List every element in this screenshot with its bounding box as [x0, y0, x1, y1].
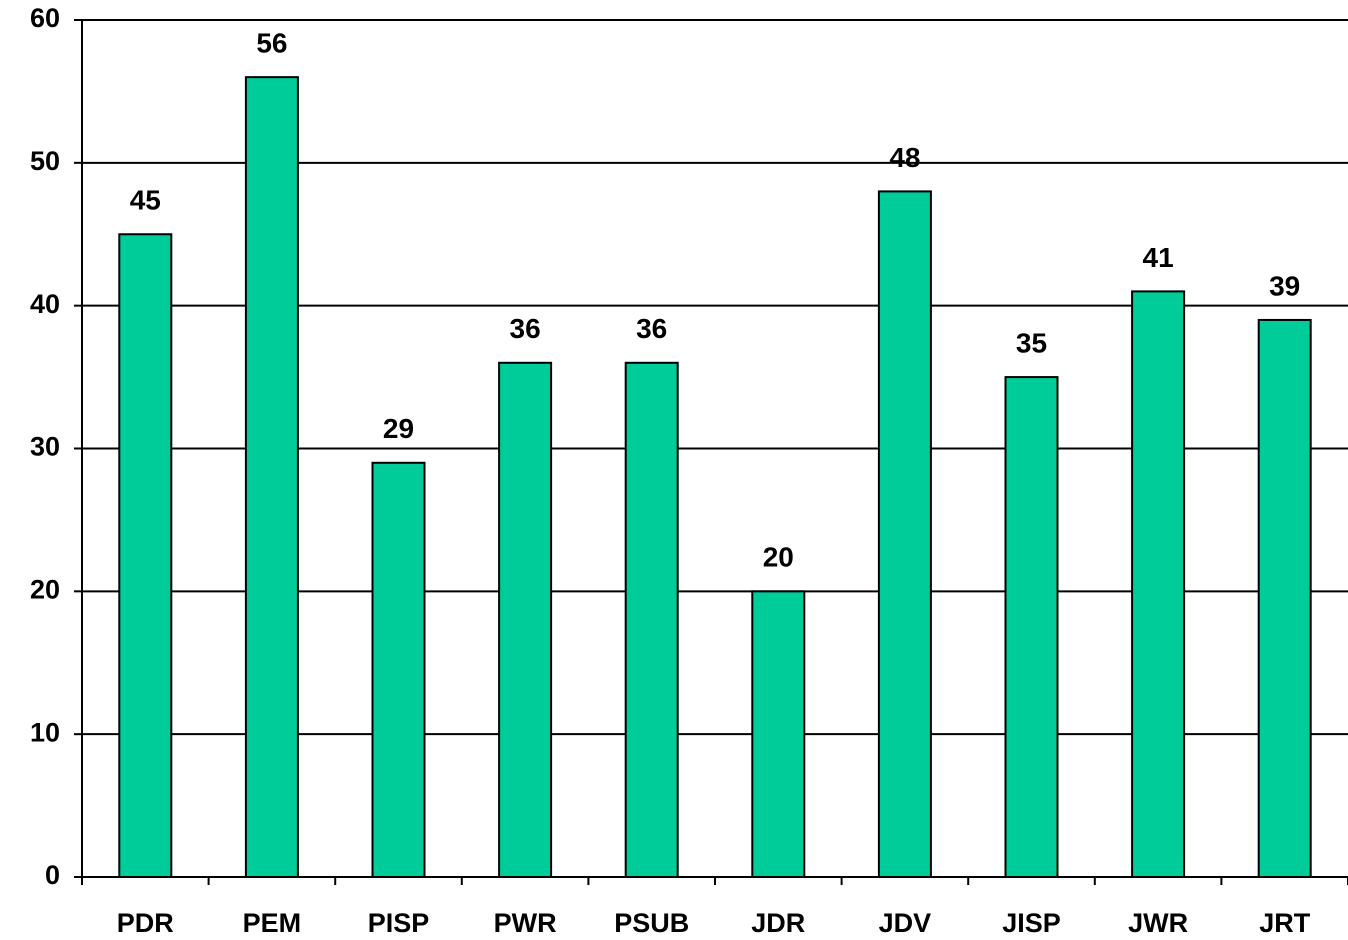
bar	[498, 361, 553, 878]
y-tick-label: 40	[30, 289, 60, 319]
y-tick-label: 30	[30, 432, 60, 462]
value-label: 41	[1143, 242, 1174, 273]
x-tick-label: PISP	[368, 908, 430, 938]
value-label: 36	[636, 313, 667, 344]
x-tick-label: PWR	[494, 908, 557, 938]
x-tick-label: JWR	[1128, 908, 1188, 938]
value-label: 39	[1269, 270, 1300, 301]
x-tick-label: JISP	[1002, 908, 1061, 938]
x-tick-label: JDR	[751, 908, 805, 938]
value-label: 56	[256, 28, 287, 59]
y-tick-label: 50	[30, 146, 60, 176]
x-tick-label: PSUB	[614, 908, 689, 938]
y-tick-label: 0	[45, 860, 60, 890]
bar	[244, 76, 299, 878]
value-label: 48	[889, 142, 920, 173]
bar	[371, 461, 426, 878]
bar	[118, 233, 173, 878]
x-tick-label: PDR	[117, 908, 174, 938]
value-label: 35	[1016, 327, 1047, 358]
value-label: 20	[763, 542, 794, 573]
bar	[624, 361, 679, 878]
value-label: 45	[130, 185, 161, 216]
bar	[877, 190, 932, 878]
bar	[751, 590, 806, 878]
x-tick-label: PEM	[243, 908, 302, 938]
y-tick-label: 20	[30, 574, 60, 604]
bar	[1004, 376, 1059, 878]
x-tick-label: JRT	[1259, 908, 1311, 938]
value-label: 29	[383, 413, 414, 444]
y-tick-label: 60	[30, 3, 60, 33]
value-label: 36	[510, 313, 541, 344]
x-tick-label: JDV	[879, 908, 932, 938]
bar	[1257, 318, 1312, 878]
bar	[1131, 290, 1186, 878]
y-tick-label: 10	[30, 717, 60, 747]
